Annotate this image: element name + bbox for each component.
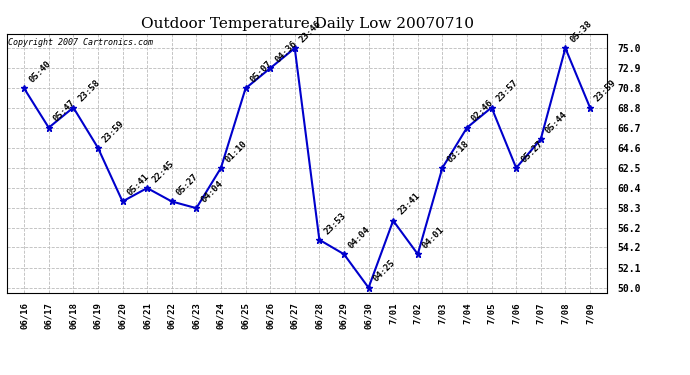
- Text: 05:38: 05:38: [569, 19, 593, 44]
- Text: 23:46: 23:46: [297, 19, 323, 44]
- Text: 23:41: 23:41: [396, 191, 422, 217]
- Text: 01:10: 01:10: [224, 139, 249, 164]
- Text: 05:40: 05:40: [27, 59, 52, 84]
- Text: 23:53: 23:53: [322, 211, 348, 236]
- Text: 04:01: 04:01: [421, 225, 446, 251]
- Text: 02:46: 02:46: [470, 99, 495, 124]
- Text: 23:59: 23:59: [101, 118, 126, 144]
- Text: 05:27: 05:27: [519, 139, 544, 164]
- Text: 03:18: 03:18: [445, 139, 471, 164]
- Text: 05:47: 05:47: [52, 99, 77, 124]
- Text: 23:58: 23:58: [77, 78, 101, 104]
- Text: 05:07: 05:07: [248, 59, 274, 84]
- Text: 22:45: 22:45: [150, 159, 175, 184]
- Text: 23:59: 23:59: [593, 78, 618, 104]
- Text: 04:04: 04:04: [199, 179, 225, 204]
- Text: 05:41: 05:41: [126, 172, 151, 198]
- Text: 05:44: 05:44: [544, 110, 569, 135]
- Title: Outdoor Temperature Daily Low 20070710: Outdoor Temperature Daily Low 20070710: [141, 17, 473, 31]
- Text: 05:27: 05:27: [175, 172, 200, 198]
- Text: 23:57: 23:57: [495, 78, 520, 104]
- Text: Copyright 2007 Cartronics.com: Copyright 2007 Cartronics.com: [8, 38, 153, 46]
- Text: 04:25: 04:25: [371, 258, 397, 284]
- Text: 04:36: 04:36: [273, 39, 299, 64]
- Text: 04:04: 04:04: [347, 225, 373, 251]
